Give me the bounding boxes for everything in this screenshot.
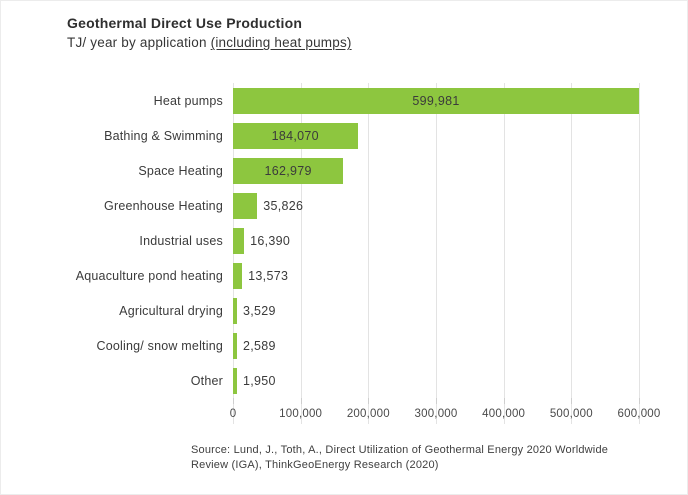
chart-subtitle-prefix: TJ/ year by application	[67, 35, 211, 50]
chart-row: 3,529	[233, 293, 639, 328]
value-label: 16,390	[250, 233, 291, 248]
axis-tick-label: 500,000	[549, 408, 593, 420]
category-label: Other	[190, 373, 223, 388]
value-label: 35,826	[263, 198, 304, 213]
source-attribution: Source: Lund, J., Toth, A., Direct Utili…	[191, 443, 687, 473]
axis-tick-label: 400,000	[482, 408, 526, 420]
axis-tick-label: 0	[229, 408, 237, 420]
category-label: Greenhouse Heating	[104, 198, 223, 213]
chart-row: 162,979	[233, 153, 639, 188]
value-axis: 0 100,000 200,000 300,000 400,000 500,000 600,…	[229, 408, 661, 424]
tickmark	[300, 398, 302, 404]
bar: 184,070	[233, 122, 358, 149]
gridline	[436, 83, 437, 424]
category-label: Industrial uses	[139, 233, 223, 248]
value-label: 2,589	[243, 338, 276, 353]
chart-row: 184,070	[233, 118, 639, 153]
gridline	[233, 83, 234, 424]
source-line: Source: Lund, J., Toth, A., Direct Utili…	[191, 444, 609, 456]
chart-subtitle-underlined: (including heat pumps)	[210, 35, 352, 50]
value-label: 162,979	[264, 163, 312, 178]
chart-row: 1,950	[233, 363, 639, 398]
chart-row: 599,981	[233, 83, 639, 118]
tickmark	[436, 398, 437, 404]
bar: 162,979	[233, 157, 344, 184]
tickmark	[571, 398, 573, 404]
gridline	[503, 83, 505, 424]
axis-tick-label: 300,000	[414, 408, 458, 420]
chart-row: 35,826	[233, 188, 639, 223]
chart-row: 16,390	[233, 223, 639, 258]
chart-row: 13,573	[233, 258, 639, 293]
source-line: Review (IGA), ThinkGeoEnergy Research (2…	[191, 459, 439, 471]
bar: 599,981	[233, 87, 639, 114]
axis-tick-label: 600,000	[617, 408, 661, 420]
value-label: 13,573	[248, 268, 289, 283]
chart-row: 2,589	[233, 328, 639, 363]
category-label: Heat pumps	[153, 93, 223, 108]
plot-area: 599,981 184,070 162,979 35,826 16,390 13,573 3…	[229, 83, 661, 424]
chart-subtitle: TJ/ year by application (including heat …	[67, 33, 687, 53]
tickmark	[503, 398, 505, 404]
category-label: Space Heating	[138, 163, 223, 178]
bar-rows: 599,981 184,070 162,979 35,826 16,390 13,573 3…	[233, 83, 639, 398]
category-label: Bathing & Swimming	[104, 128, 223, 143]
gridline	[300, 83, 302, 424]
gridline	[368, 83, 370, 424]
gridline	[571, 83, 573, 424]
axis-tick-label: 100,000	[279, 408, 323, 420]
value-label: 3,529	[243, 303, 276, 318]
category-label: Cooling/ snow melting	[96, 338, 223, 353]
value-label: 1,950	[243, 373, 276, 388]
bar	[233, 192, 258, 219]
chart-header: Geothermal Direct Use Production TJ/ yea…	[1, 1, 687, 53]
tickmark	[233, 398, 234, 404]
value-label: 599,981	[412, 93, 460, 108]
category-label: Agricultural drying	[119, 303, 223, 318]
gridline	[639, 83, 640, 424]
chart-title: Geothermal Direct Use Production	[67, 15, 303, 31]
bar	[233, 332, 237, 359]
bar	[233, 297, 237, 324]
category-axis: Heat pumps Bathing & Swimming Space Heatin…	[1, 83, 233, 424]
bar	[233, 227, 245, 254]
tickmark	[639, 398, 640, 404]
gridlines	[233, 83, 640, 424]
axis-ticks	[233, 398, 640, 405]
value-label: 184,070	[271, 128, 319, 143]
bar	[233, 262, 243, 289]
axis-tick-label: 200,000	[346, 408, 390, 420]
category-label: Aquaculture pond heating	[75, 268, 223, 283]
bar-chart: Heat pumps Bathing & Swimming Space Heatin…	[1, 83, 687, 424]
bar	[233, 367, 237, 394]
tickmark	[368, 398, 370, 404]
